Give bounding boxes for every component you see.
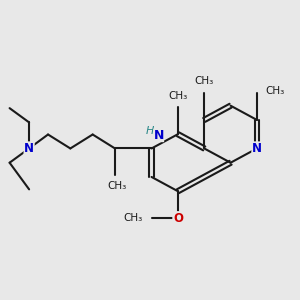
Text: CH₃: CH₃: [168, 91, 188, 101]
Text: N: N: [154, 129, 164, 142]
Text: N: N: [252, 142, 262, 155]
Text: H: H: [146, 126, 154, 136]
Text: CH₃: CH₃: [124, 213, 143, 223]
Text: CH₃: CH₃: [195, 76, 214, 86]
Text: CH₃: CH₃: [266, 86, 285, 96]
Text: O: O: [173, 212, 183, 225]
Text: N: N: [24, 142, 34, 155]
Text: CH₃: CH₃: [107, 181, 126, 191]
